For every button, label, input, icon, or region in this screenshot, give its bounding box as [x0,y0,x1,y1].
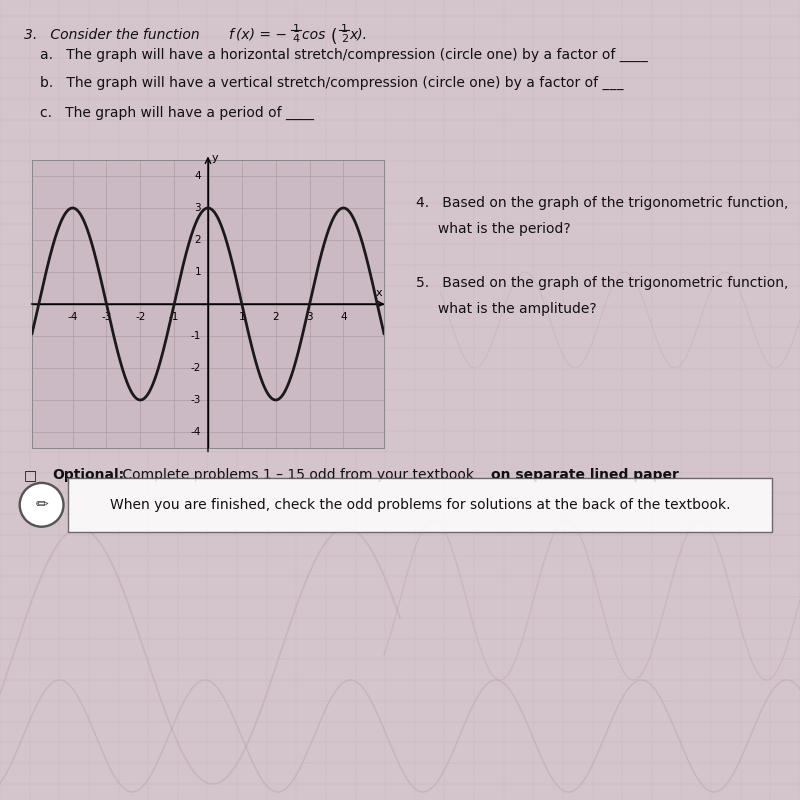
Text: When you are finished, check the odd problems for solutions at the back of the t: When you are finished, check the odd pro… [110,498,730,512]
Text: 1: 1 [238,312,245,322]
Text: □: □ [24,468,50,482]
Text: -3: -3 [191,395,202,405]
Text: -1: -1 [191,331,202,341]
Text: 4.   Based on the graph of the trigonometric function,: 4. Based on the graph of the trigonometr… [416,196,788,210]
Circle shape [19,482,64,527]
Text: 4: 4 [194,171,202,181]
Text: 4: 4 [340,312,346,322]
Text: 2: 2 [194,235,202,245]
Text: 1: 1 [194,267,202,277]
Text: 3: 3 [306,312,313,322]
Text: -2: -2 [135,312,146,322]
Text: 1: 1 [341,24,348,34]
Text: ✏: ✏ [35,498,48,512]
Text: -3: -3 [102,312,112,322]
Text: 2: 2 [341,34,348,44]
Text: cos⁡: cos⁡ [302,28,326,42]
Text: 2: 2 [272,312,279,322]
Text: x: x [376,288,382,298]
Text: y: y [212,154,218,163]
Text: on separate lined paper: on separate lined paper [491,468,679,482]
Text: 4: 4 [293,34,300,44]
Text: Complete problems 1 – 15 odd from your textbook: Complete problems 1 – 15 odd from your t… [118,468,478,482]
Text: 3: 3 [194,203,202,213]
Text: 3.   Consider the function: 3. Consider the function [24,28,204,42]
Text: c.   The graph will have a period of ____: c. The graph will have a period of ____ [40,106,314,120]
Text: 1: 1 [293,24,300,34]
Text: Optional:: Optional: [52,468,124,482]
Text: -4: -4 [191,427,202,437]
Text: b.   The graph will have a vertical stretch/compression (circle one) by a factor: b. The graph will have a vertical stretc… [40,76,623,90]
Text: .: . [667,468,671,482]
Text: -4: -4 [67,312,78,322]
Text: a.   The graph will have a horizontal stretch/compression (circle one) by a fact: a. The graph will have a horizontal stre… [40,48,648,62]
FancyBboxPatch shape [68,478,772,532]
Text: f: f [228,28,233,42]
Text: 5.   Based on the graph of the trigonometric function,: 5. Based on the graph of the trigonometr… [416,276,788,290]
Text: what is the period?: what is the period? [416,222,570,237]
Text: (x) = −: (x) = − [236,28,287,42]
Text: what is the amplitude?: what is the amplitude? [416,302,597,316]
Circle shape [22,485,62,525]
Text: -2: -2 [191,363,202,373]
Text: -1: -1 [169,312,179,322]
Text: (: ( [330,28,337,46]
Text: x).: x). [350,28,368,42]
